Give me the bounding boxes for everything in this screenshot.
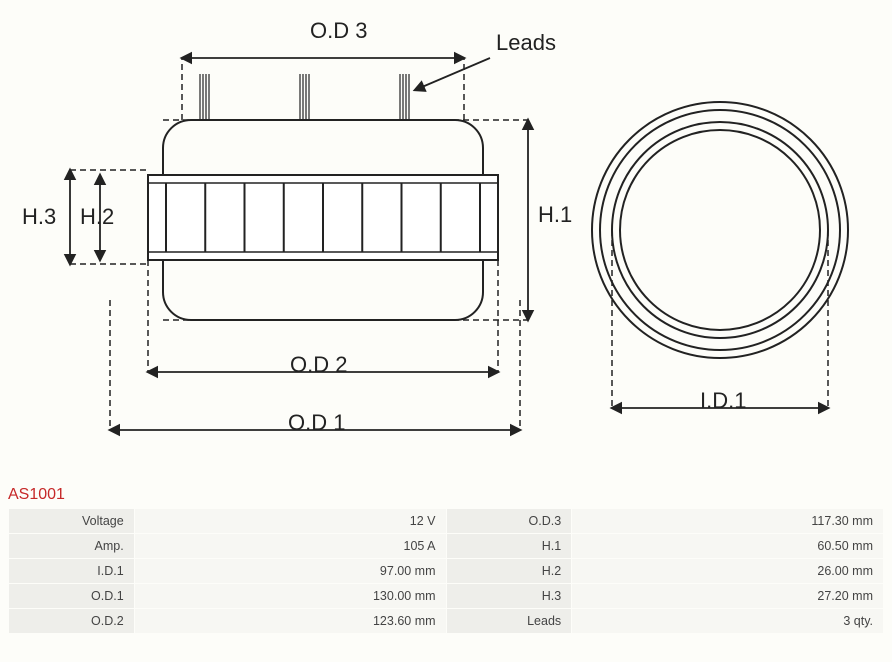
part-code: AS1001 (8, 486, 65, 504)
label-h2: H.2 (80, 204, 114, 230)
spec-value: 123.60 mm (135, 609, 446, 633)
spec-value: 97.00 mm (135, 559, 446, 583)
spec-label: Amp. (9, 534, 134, 558)
label-leads: Leads (496, 30, 556, 56)
spec-value: 130.00 mm (135, 584, 446, 608)
diagram-svg (0, 0, 892, 480)
spec-label: Leads (447, 609, 572, 633)
label-id1: I.D.1 (700, 388, 746, 414)
spec-label: Voltage (9, 509, 134, 533)
spec-value: 12 V (135, 509, 446, 533)
label-od1: O.D 1 (288, 410, 345, 436)
table-row: Voltage12 VO.D.3117.30 mm (9, 509, 883, 533)
spec-value: 105 A (135, 534, 446, 558)
spec-label: H.3 (447, 584, 572, 608)
spec-value: 26.00 mm (572, 559, 883, 583)
spec-label: I.D.1 (9, 559, 134, 583)
spec-value: 27.20 mm (572, 584, 883, 608)
spec-value: 117.30 mm (572, 509, 883, 533)
spec-label: O.D.1 (9, 584, 134, 608)
label-h3: H.3 (22, 204, 56, 230)
label-h1: H.1 (538, 202, 572, 228)
spec-label: O.D.3 (447, 509, 572, 533)
spec-value: 3 qty. (572, 609, 883, 633)
technical-diagram: O.D 3 Leads H.1 H.2 H.3 O.D 2 O.D 1 I.D.… (0, 0, 892, 480)
spec-label: H.2 (447, 559, 572, 583)
spec-table: Voltage12 VO.D.3117.30 mmAmp.105 AH.160.… (8, 508, 884, 634)
table-row: I.D.197.00 mmH.226.00 mm (9, 559, 883, 583)
table-row: Amp.105 AH.160.50 mm (9, 534, 883, 558)
label-od2: O.D 2 (290, 352, 347, 378)
table-row: O.D.1130.00 mmH.327.20 mm (9, 584, 883, 608)
spec-value: 60.50 mm (572, 534, 883, 558)
spec-label: H.1 (447, 534, 572, 558)
table-row: O.D.2123.60 mmLeads3 qty. (9, 609, 883, 633)
label-od3: O.D 3 (310, 18, 367, 44)
spec-label: O.D.2 (9, 609, 134, 633)
